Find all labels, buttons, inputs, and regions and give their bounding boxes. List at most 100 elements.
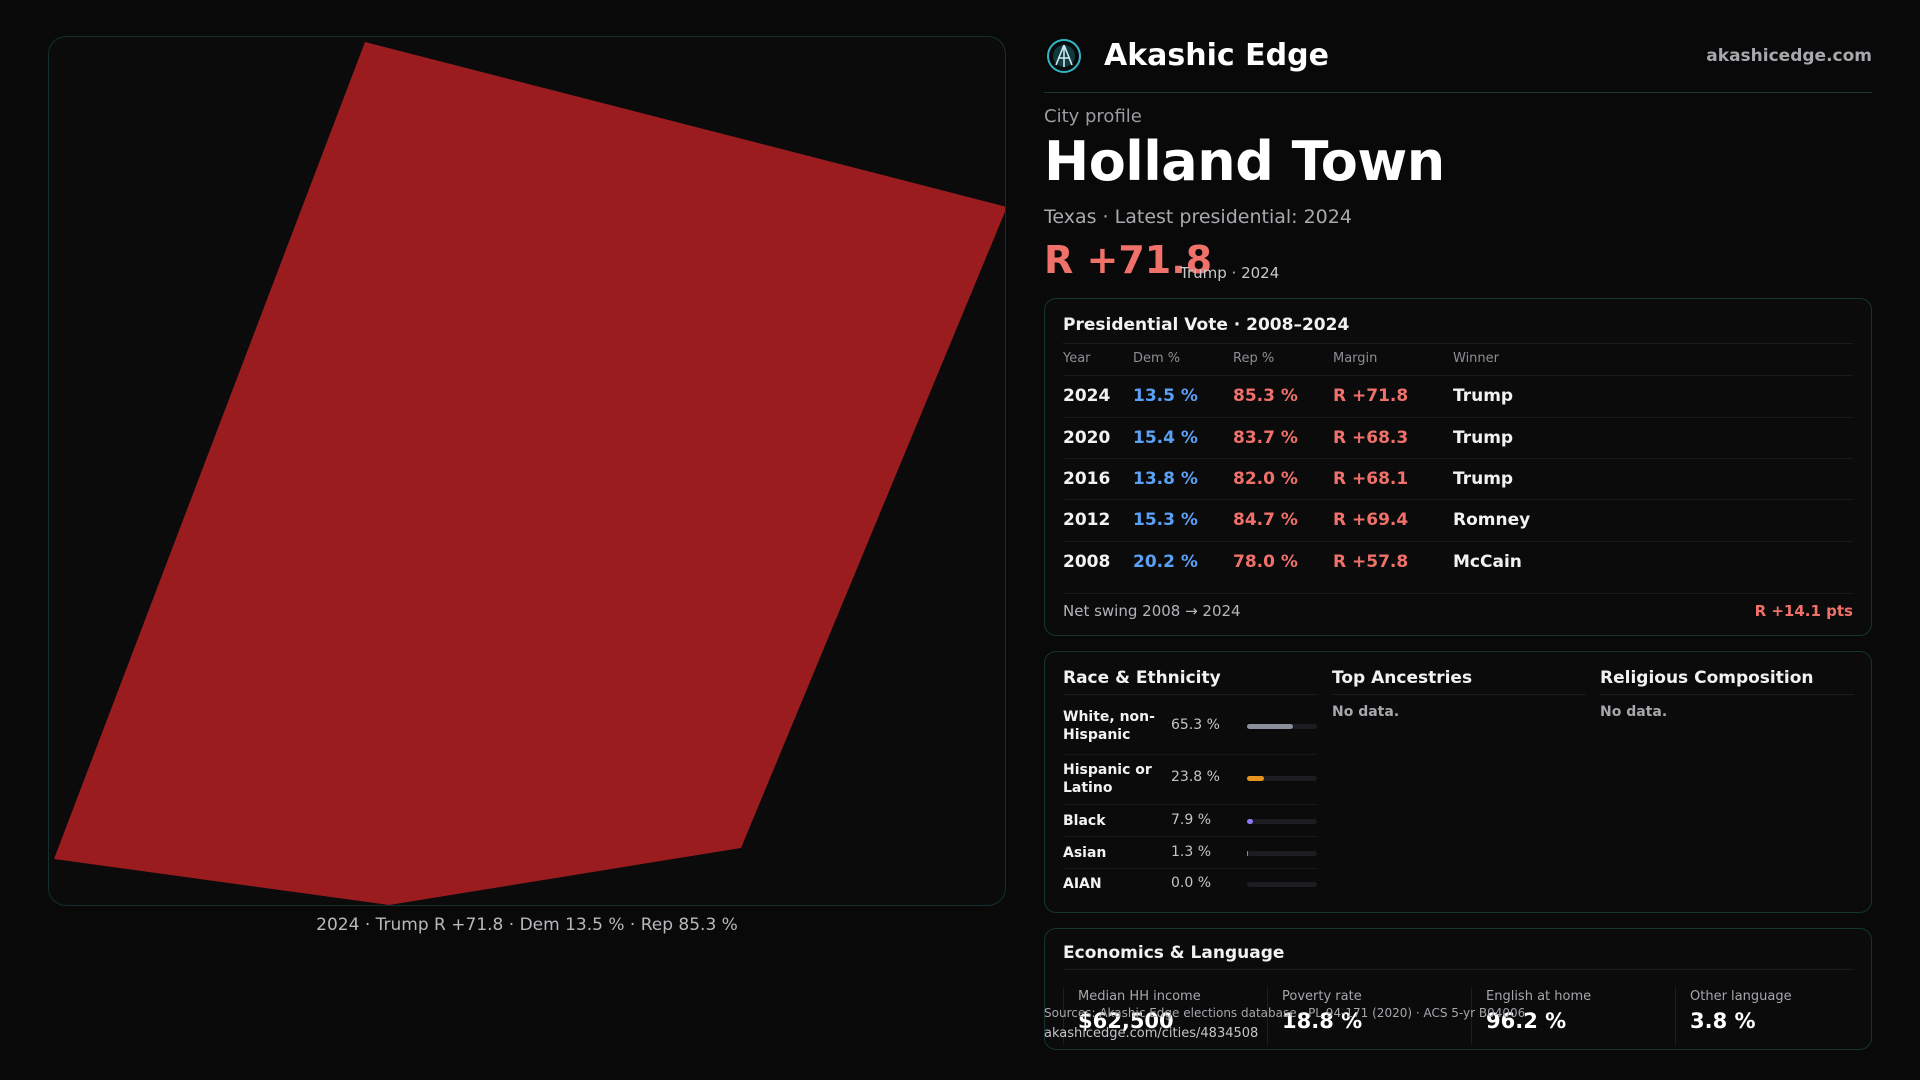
- divider: [1063, 969, 1853, 970]
- stat-median-income: Median HH income $62,500: [1063, 987, 1253, 1045]
- net-swing-row: Net swing 2008 → 2024 R +14.1 pts: [1063, 593, 1853, 620]
- net-swing-value: R +14.1 pts: [1754, 602, 1853, 620]
- ethnicity-bar-fill: [1247, 724, 1293, 729]
- ethnicity-pct: 23.8 %: [1171, 769, 1220, 785]
- ethnicity-bar-fill: [1247, 819, 1253, 824]
- cell-dem-pct: 20.2 %: [1133, 552, 1198, 572]
- presidential-vote-card: Presidential Vote · 2008–2024 Year Dem %…: [1044, 298, 1872, 636]
- cell-winner: Trump: [1453, 428, 1514, 448]
- cell-rep-pct: 83.7 %: [1233, 428, 1298, 448]
- city-meta: Texas · Latest presidential: 2024: [1044, 206, 1352, 228]
- ethnicity-bar-fill: [1247, 776, 1264, 781]
- stat-value: 18.8 %: [1282, 1009, 1363, 1033]
- cell-year: 2008: [1063, 552, 1111, 572]
- cell-rep-pct: 78.0 %: [1233, 552, 1298, 572]
- brand-name[interactable]: Akashic Edge: [1104, 38, 1329, 73]
- table-row[interactable]: 2008 20.2 % 78.0 % R +57.8 McCain: [1063, 541, 1853, 583]
- column-header-margin: Margin: [1333, 351, 1378, 366]
- divider: [1600, 694, 1854, 695]
- page-title: Holland Town: [1044, 130, 1445, 193]
- cell-year: 2024: [1063, 386, 1111, 406]
- column-header-year: Year: [1063, 351, 1091, 366]
- headline-winner-year: Trump · 2024: [1180, 264, 1280, 282]
- headline-margin: R +71.8: [1044, 238, 1213, 282]
- cell-dem-pct: 13.5 %: [1133, 386, 1198, 406]
- cell-rep-pct: 85.3 %: [1233, 386, 1298, 406]
- table-row[interactable]: 2020 15.4 % 83.7 % R +68.3 Trump: [1063, 417, 1853, 459]
- stat-other-language: Other language 3.8 %: [1675, 987, 1865, 1045]
- stat-english-at-home: English at home 96.2 %: [1471, 987, 1661, 1045]
- divider: [1332, 694, 1586, 695]
- cell-year: 2016: [1063, 469, 1111, 489]
- akashic-edge-logo-icon: [1047, 39, 1081, 73]
- stat-label: Poverty rate: [1282, 989, 1362, 1004]
- stat-value: 3.8 %: [1690, 1009, 1756, 1033]
- list-item: Black 7.9 %: [1063, 804, 1317, 837]
- cell-margin: R +68.1: [1333, 469, 1409, 489]
- column-header-winner: Winner: [1453, 351, 1500, 366]
- cell-margin: R +68.3: [1333, 428, 1409, 448]
- section-title: Religious Composition: [1600, 668, 1814, 688]
- ethnicity-label: AIAN: [1063, 876, 1102, 892]
- cell-dem-pct: 13.8 %: [1133, 469, 1198, 489]
- cell-winner: Trump: [1453, 386, 1514, 406]
- cell-winner: Romney: [1453, 510, 1531, 530]
- ethnicity-bar-track: [1247, 882, 1317, 887]
- map-caption: 2024 · Trump R +71.8 · Dem 13.5 % · Rep …: [316, 915, 738, 935]
- table-row[interactable]: 2016 13.8 % 82.0 % R +68.1 Trump: [1063, 458, 1853, 500]
- list-item: AIAN 0.0 %: [1063, 868, 1317, 901]
- list-item: White, non-Hispanic 65.3 %: [1063, 704, 1317, 754]
- ethnicity-label: White, non-Hispanic: [1063, 709, 1155, 743]
- table-row[interactable]: 2024 13.5 % 85.3 % R +71.8 Trump: [1063, 375, 1853, 417]
- ethnicity-pct: 65.3 %: [1171, 717, 1220, 733]
- stat-value: $62,500: [1078, 1009, 1174, 1033]
- table-row[interactable]: 2012 15.3 % 84.7 % R +69.4 Romney: [1063, 499, 1853, 541]
- stat-poverty-rate: Poverty rate 18.8 %: [1267, 987, 1457, 1045]
- column-header-rep: Rep %: [1233, 351, 1275, 366]
- card-title: Presidential Vote · 2008–2024: [1063, 315, 1350, 335]
- section-title: Top Ancestries: [1332, 668, 1473, 688]
- cell-year: 2012: [1063, 510, 1111, 530]
- ethnicity-pct: 1.3 %: [1171, 844, 1212, 860]
- column-header-dem: Dem %: [1133, 351, 1181, 366]
- demographics-card: Race & Ethnicity White, non-Hispanic 65.…: [1044, 651, 1872, 913]
- ethnicity-bar-fill: [1247, 851, 1249, 856]
- city-boundary-map[interactable]: [48, 36, 1006, 906]
- profile-type-label: City profile: [1044, 106, 1142, 127]
- city-boundary-shape[interactable]: [54, 42, 1006, 905]
- cell-winner: Trump: [1453, 469, 1514, 489]
- cell-year: 2020: [1063, 428, 1111, 448]
- footer-sources: Sources: Akashic Edge elections database…: [1044, 1006, 1526, 1020]
- section-title: Race & Ethnicity: [1063, 668, 1221, 688]
- cell-rep-pct: 84.7 %: [1233, 510, 1298, 530]
- ethnicity-pct: 0.0 %: [1171, 875, 1212, 891]
- ethnicity-bar-track: [1247, 819, 1317, 824]
- card-title: Economics & Language: [1063, 943, 1285, 963]
- ethnicity-label: Black: [1063, 813, 1106, 829]
- divider: [1063, 694, 1317, 695]
- net-swing-label: Net swing 2008 → 2024: [1063, 602, 1241, 620]
- stat-label: Median HH income: [1078, 989, 1201, 1004]
- ethnicity-label: Asian: [1063, 845, 1107, 861]
- stat-label: English at home: [1486, 989, 1592, 1004]
- footer-permalink[interactable]: akashicedge.com/cities/4834508: [1044, 1026, 1259, 1041]
- stat-value: 96.2 %: [1486, 1009, 1567, 1033]
- brand-site-link[interactable]: akashicedge.com: [1706, 46, 1872, 66]
- ethnicity-pct: 7.9 %: [1171, 812, 1212, 828]
- ethnicity-bar-track: [1247, 851, 1317, 856]
- cell-margin: R +69.4: [1333, 510, 1409, 530]
- brand-header: Akashic Edge akashicedge.com: [1044, 36, 1872, 93]
- cell-margin: R +71.8: [1333, 386, 1409, 406]
- divider: [1063, 343, 1853, 344]
- cell-rep-pct: 82.0 %: [1233, 469, 1298, 489]
- list-item: Asian 1.3 %: [1063, 836, 1317, 869]
- cell-dem-pct: 15.3 %: [1133, 510, 1198, 530]
- map-svg: [54, 42, 1006, 905]
- empty-state-text: No data.: [1332, 704, 1400, 720]
- empty-state-text: No data.: [1600, 704, 1668, 720]
- economics-language-card: Economics & Language Median HH income $6…: [1044, 928, 1872, 1050]
- ethnicity-label: Hispanic or Latino: [1063, 762, 1152, 796]
- ethnicity-bar-track: [1247, 776, 1317, 781]
- list-item: Hispanic or Latino 23.8 %: [1063, 754, 1317, 805]
- stat-label: Other language: [1690, 989, 1792, 1004]
